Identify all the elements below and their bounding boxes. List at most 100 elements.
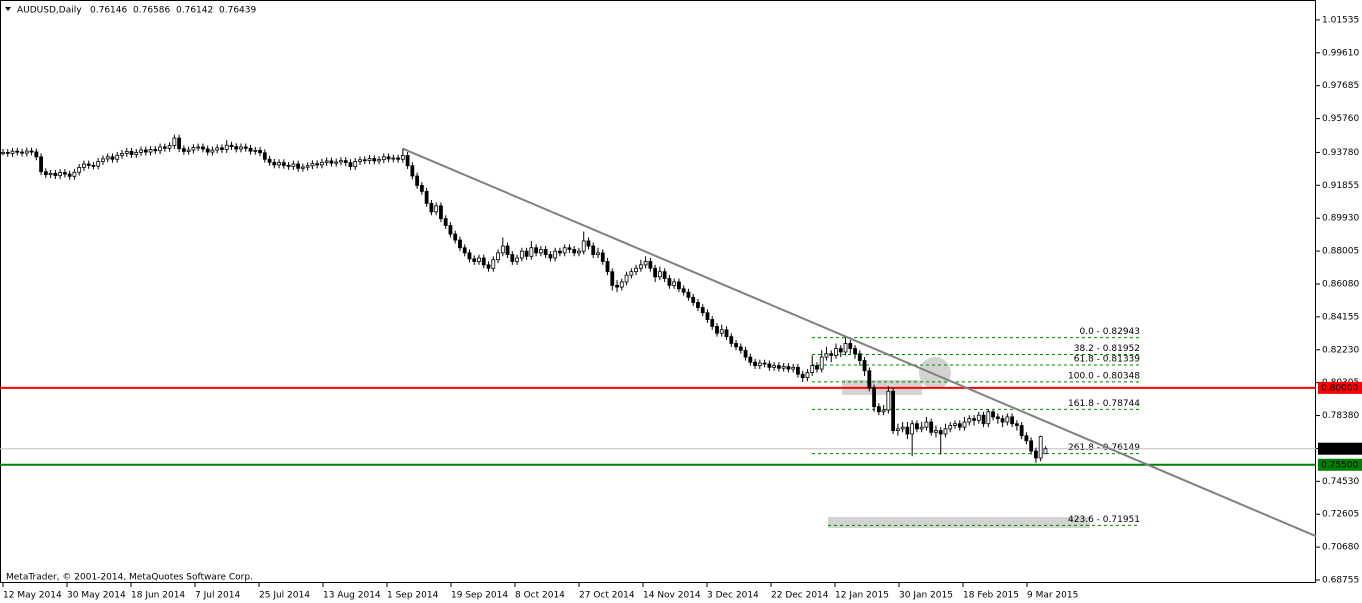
candle-body — [253, 149, 258, 152]
candle-body — [300, 166, 305, 169]
candle-body — [553, 250, 558, 259]
candle-body — [486, 264, 491, 269]
header-price: 0.76142 — [176, 6, 213, 16]
candle-body — [362, 159, 367, 162]
x-tick-label: 22 Dec 2014 — [771, 591, 829, 601]
candle-body — [462, 247, 467, 254]
menu-arrow[interactable] — [5, 7, 11, 11]
candle-body — [586, 240, 591, 247]
candle-body — [857, 353, 862, 361]
candle-body — [686, 291, 691, 298]
candle-body — [615, 284, 619, 288]
candle-body — [281, 162, 286, 166]
x-tick-label: 3 Dec 2014 — [707, 591, 759, 601]
candle-body — [700, 307, 705, 314]
candle-body — [5, 152, 10, 154]
candle-body — [596, 252, 600, 255]
candle-body — [648, 261, 653, 269]
candle-body — [400, 155, 405, 160]
candle-body — [500, 245, 505, 254]
candle-body — [662, 271, 667, 279]
candle-body — [91, 164, 96, 167]
candle-body — [24, 150, 29, 154]
x-tick-label: 7 Jul 2014 — [195, 591, 240, 601]
candle-body — [567, 247, 572, 250]
candle-body — [796, 366, 800, 375]
fib-label: 38.2 - 0.81952 — [1074, 344, 1140, 354]
candle-body — [158, 146, 162, 152]
x-tick-label: 8 Oct 2014 — [515, 591, 565, 601]
candle-body — [1019, 425, 1024, 437]
candle-body — [348, 162, 353, 167]
candle-body — [1000, 418, 1005, 423]
candle-body — [62, 172, 67, 175]
candle-body — [781, 366, 786, 369]
x-tick-label: 19 Sep 2014 — [451, 591, 508, 601]
candle-body — [729, 336, 734, 344]
candle-body — [434, 205, 439, 213]
fib-label: 61.8 - 0.81339 — [1074, 354, 1140, 364]
candle-body — [305, 165, 310, 168]
candle-body — [953, 423, 957, 426]
candle-body — [672, 281, 677, 286]
candle-body — [734, 343, 738, 348]
x-tick-label: 18 Jun 2014 — [131, 591, 185, 601]
candle-body — [343, 160, 348, 164]
current-price-label: 0.76439 — [1321, 444, 1358, 454]
candle-body — [129, 150, 134, 155]
candle-body — [391, 157, 396, 160]
candle-body — [86, 163, 91, 166]
candle-body — [757, 362, 762, 367]
candle-body — [538, 249, 543, 254]
candle-body — [58, 172, 63, 177]
candle-body — [967, 418, 972, 423]
x-tick-label: 14 Nov 2014 — [643, 591, 701, 601]
candle-body — [429, 202, 434, 213]
candle-body — [248, 147, 253, 152]
candle-body — [181, 148, 186, 152]
candle-body — [529, 247, 534, 257]
y-tick-label: 0.74530 — [1322, 477, 1359, 487]
fib-label: 100.0 - 0.80348 — [1068, 371, 1140, 381]
level-label: 0.80000 — [1321, 383, 1358, 393]
candle-body — [224, 144, 229, 150]
candle-body — [272, 161, 277, 166]
candle-body — [619, 281, 624, 288]
candle-body — [72, 171, 77, 177]
y-tick-label: 0.95760 — [1322, 114, 1359, 124]
candle-body — [962, 421, 967, 428]
candle-body — [891, 390, 896, 431]
candle-body — [819, 356, 824, 370]
header-price: 0.76146 — [90, 6, 127, 16]
candle-body — [172, 137, 177, 146]
candle-body — [943, 428, 948, 435]
candle-body — [443, 218, 448, 226]
candle-body — [477, 257, 481, 262]
candle-body — [1005, 416, 1010, 423]
candle-body — [415, 175, 420, 186]
candle-body — [624, 274, 629, 283]
candle-body — [743, 349, 748, 358]
candle-body — [929, 421, 934, 433]
candle-body — [310, 163, 315, 167]
candle-body — [900, 426, 905, 430]
candle-body — [405, 155, 410, 167]
candle-body — [600, 252, 605, 262]
candle-body — [505, 245, 510, 255]
x-tick-label: 12 May 2014 — [3, 591, 62, 601]
candle-body — [329, 160, 334, 164]
y-tick-label: 0.84155 — [1322, 312, 1359, 322]
candle-body — [1, 152, 5, 155]
x-tick-label: 18 Feb 2015 — [963, 591, 1019, 601]
candle-body — [205, 148, 210, 153]
candle-body — [53, 173, 58, 177]
candle-body — [381, 156, 386, 160]
candle-body — [215, 147, 220, 151]
candle-body — [696, 302, 700, 308]
candle-body — [201, 146, 205, 150]
candle-body — [738, 346, 743, 351]
candle-body — [186, 149, 191, 152]
candle-body — [48, 173, 53, 176]
fib-label: 423.6 - 0.71951 — [1068, 515, 1140, 525]
candle-body — [115, 154, 120, 160]
